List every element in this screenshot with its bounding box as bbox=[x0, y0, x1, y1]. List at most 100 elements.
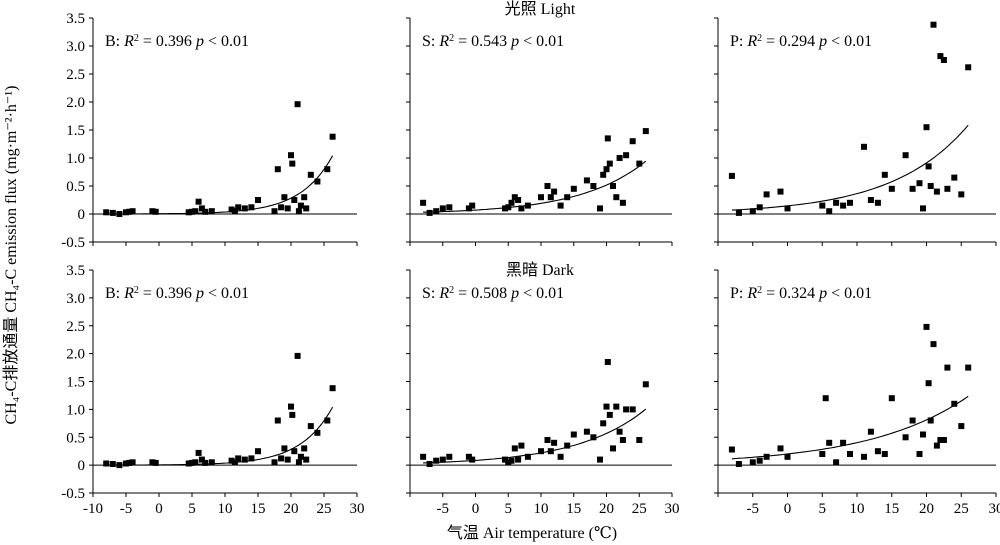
data-point bbox=[735, 209, 742, 216]
data-point bbox=[619, 199, 626, 206]
y-tick-label: -0.5 bbox=[61, 235, 85, 251]
data-point bbox=[511, 445, 518, 452]
y-tick-label: 1.0 bbox=[66, 151, 85, 167]
data-point bbox=[314, 178, 321, 185]
data-point bbox=[965, 64, 972, 71]
data-point bbox=[294, 352, 301, 359]
data-point bbox=[297, 202, 304, 209]
y-tick-label: 3.0 bbox=[66, 291, 85, 307]
fit-curve bbox=[106, 406, 334, 466]
x-tick-label: 15 bbox=[566, 501, 581, 517]
fit-curve bbox=[106, 155, 334, 215]
data-point bbox=[228, 457, 235, 464]
y-tick-label: 3.0 bbox=[66, 39, 85, 55]
x-tick-label: 20 bbox=[599, 501, 614, 517]
data-point bbox=[446, 453, 453, 460]
data-point bbox=[819, 202, 826, 209]
x-tick-label: 10 bbox=[534, 501, 549, 517]
data-point bbox=[524, 202, 531, 209]
x-tick-label: 20 bbox=[284, 501, 299, 517]
data-point bbox=[123, 209, 129, 216]
data-point bbox=[288, 152, 294, 159]
data-point bbox=[324, 166, 331, 173]
data-point bbox=[777, 188, 784, 195]
data-point bbox=[833, 459, 840, 466]
data-point bbox=[925, 380, 932, 387]
data-point bbox=[329, 385, 336, 392]
data-point bbox=[420, 199, 427, 206]
data-point bbox=[933, 188, 940, 195]
data-point bbox=[198, 456, 205, 463]
data-point bbox=[847, 199, 853, 206]
data-point bbox=[920, 431, 926, 438]
data-point bbox=[909, 185, 916, 192]
x-tick-label: 30 bbox=[989, 501, 1000, 517]
data-point bbox=[524, 453, 531, 460]
x-tick-label: -5 bbox=[437, 501, 450, 517]
data-point bbox=[502, 456, 508, 463]
data-point bbox=[103, 209, 110, 216]
data-point bbox=[881, 171, 888, 178]
data-point bbox=[564, 194, 571, 201]
x-tick-label: 25 bbox=[954, 501, 969, 517]
data-point bbox=[735, 461, 742, 467]
y-tick-label: 3.5 bbox=[66, 263, 85, 279]
x-tick-label: 5 bbox=[188, 501, 196, 517]
data-point bbox=[248, 455, 255, 462]
fit-stats: B: R2 = 0.396 p < 0.01 bbox=[105, 285, 249, 303]
data-point bbox=[937, 437, 944, 443]
data-point bbox=[616, 428, 623, 435]
data-point bbox=[103, 460, 110, 467]
data-point bbox=[289, 160, 296, 167]
data-point bbox=[847, 451, 853, 457]
data-point bbox=[861, 143, 867, 150]
data-point bbox=[152, 459, 159, 466]
data-point bbox=[925, 163, 932, 170]
data-point bbox=[439, 205, 446, 212]
x-tick-label: -5 bbox=[747, 501, 760, 517]
data-point bbox=[189, 208, 195, 215]
data-point bbox=[255, 448, 261, 455]
data-point bbox=[923, 124, 930, 131]
data-point bbox=[295, 459, 302, 466]
data-point bbox=[274, 166, 281, 173]
data-point bbox=[284, 456, 291, 463]
data-point bbox=[329, 133, 336, 140]
data-point bbox=[951, 174, 958, 181]
data-point bbox=[189, 459, 195, 466]
data-point bbox=[623, 406, 630, 413]
data-point bbox=[874, 199, 881, 206]
y-tick-label: -0.5 bbox=[61, 486, 85, 502]
fit-curve bbox=[731, 124, 969, 211]
data-point bbox=[840, 202, 847, 209]
x-tick-label: 10 bbox=[850, 501, 865, 517]
data-point bbox=[294, 101, 301, 108]
data-point bbox=[123, 460, 129, 467]
data-point bbox=[784, 205, 791, 212]
data-point bbox=[570, 185, 577, 192]
scatter-panel-b-0: -0.5 0 0.5 1.0 1.5 2.0 2.5 3.0 3.5 B: R2 = 0.396 … bbox=[61, 11, 358, 251]
y-tick-label: 2.0 bbox=[66, 95, 85, 111]
x-tick-label: 10 bbox=[218, 501, 233, 517]
data-point bbox=[840, 439, 847, 446]
scatter-panel-s-1: -5 0 5 10 15 20 25 30 S: R2 = 0.508 p < 0.01 bbox=[406, 269, 680, 517]
data-point bbox=[930, 21, 937, 28]
data-point bbox=[642, 128, 649, 135]
data-point bbox=[613, 194, 620, 201]
x-tick-label: 5 bbox=[819, 501, 827, 517]
data-point bbox=[439, 456, 446, 463]
x-tick-label: 20 bbox=[919, 501, 934, 517]
x-tick-label: -5 bbox=[120, 501, 133, 517]
data-point bbox=[965, 364, 972, 371]
data-point bbox=[297, 453, 304, 460]
data-point bbox=[749, 208, 756, 215]
data-point bbox=[623, 152, 630, 159]
data-point bbox=[202, 459, 209, 466]
data-point bbox=[469, 456, 476, 463]
panels: -0.5 0 0.5 1.0 1.5 2.0 2.5 3.0 3.5 B: R2 = 0.396 … bbox=[61, 11, 1000, 517]
y-tick-label: 0.5 bbox=[66, 179, 85, 195]
y-tick-label: 2.5 bbox=[66, 319, 85, 335]
data-point bbox=[867, 197, 874, 203]
data-point bbox=[192, 459, 199, 466]
fit-stats: P: R2 = 0.294 p < 0.01 bbox=[730, 33, 872, 51]
